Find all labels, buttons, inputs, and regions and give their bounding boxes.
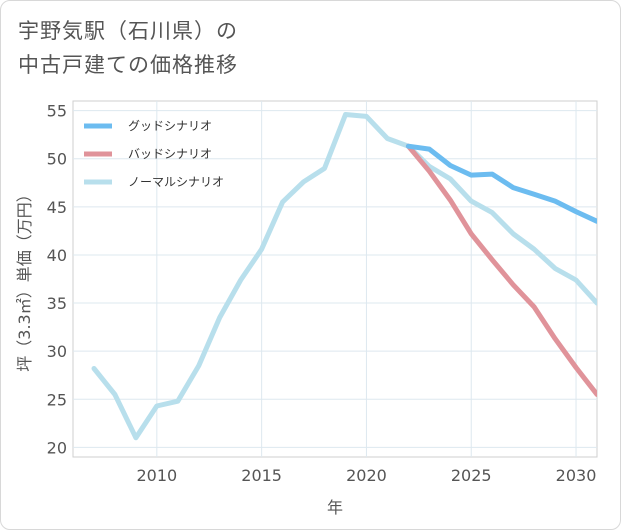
y-tick-labels: 20 25 30 35 40 45 50 55: [47, 102, 67, 458]
y-tick-label: 30: [47, 342, 67, 361]
y-tick-label: 25: [47, 390, 67, 409]
y-tick-label: 20: [47, 438, 67, 457]
chart-title: 宇野気駅（石川県）の 中古戸建ての価格推移: [18, 14, 238, 82]
y-axis-title: 坪（3.3㎡）単価（万円）: [15, 186, 34, 371]
chart-title-line-2: 中古戸建ての価格推移: [18, 53, 238, 77]
x-tick-label: 2025: [451, 466, 492, 485]
x-tick-label: 2020: [346, 466, 387, 485]
y-tick-label: 50: [47, 150, 67, 169]
grid-lines: [73, 101, 597, 457]
x-axis-title: 年: [327, 498, 343, 517]
y-tick-label: 55: [47, 102, 67, 121]
y-tick-label: 40: [47, 246, 67, 265]
chart-title-line-1: 宇野気駅（石川県）の: [18, 19, 238, 43]
series-line-1: [405, 143, 597, 397]
x-tick-labels: 2010 2015 2020 2025 2030: [136, 466, 596, 485]
x-tick-label: 2015: [241, 466, 282, 485]
x-tick-label: 2030: [556, 466, 597, 485]
y-tick-label: 35: [47, 294, 67, 313]
series-line-2: [91, 112, 597, 441]
legend-label-0: グッドシナリオ: [128, 119, 212, 133]
x-tick-label: 2010: [136, 466, 177, 485]
series-lines: [91, 112, 597, 441]
legend-label-2: ノーマルシナリオ: [128, 175, 224, 189]
y-tick-label: 45: [47, 198, 67, 217]
plot-area-border: [72, 100, 598, 458]
legend-label-1: バッドシナリオ: [128, 147, 212, 161]
series-line-0: [405, 143, 597, 224]
